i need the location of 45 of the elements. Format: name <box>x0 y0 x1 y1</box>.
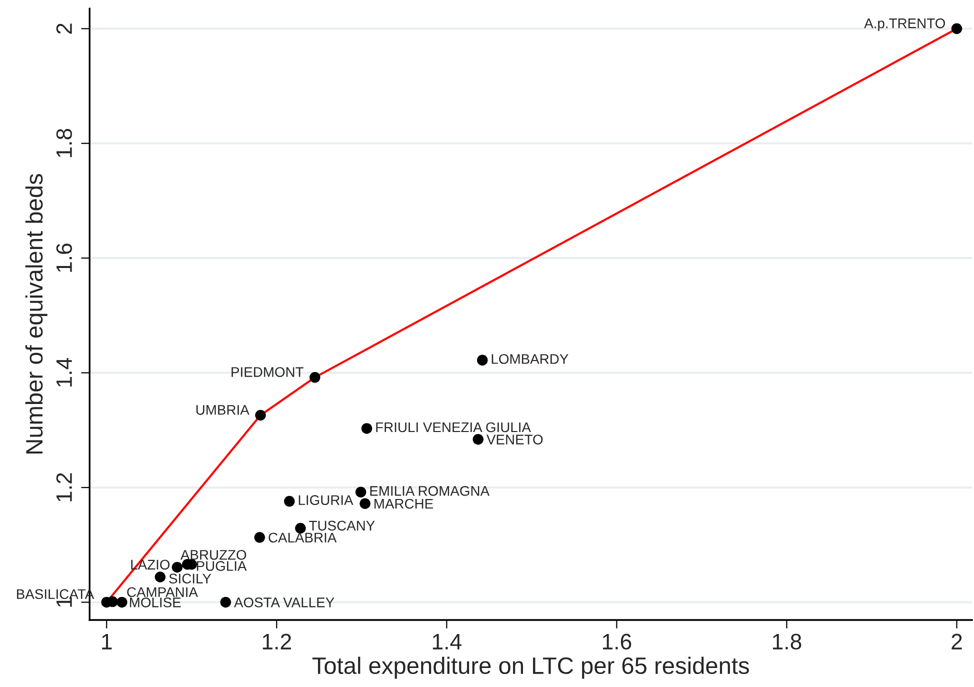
x-tick-label: 1 <box>102 634 112 650</box>
annotation: MARCHE <box>374 498 433 509</box>
annotation: AOSTA VALLEY <box>234 598 334 608</box>
annotation: MOLISE <box>130 598 181 608</box>
y-tick-label: 1.4 <box>56 358 72 387</box>
annotation: FRIULI VENEZIA GIULIA <box>376 422 531 432</box>
x-tick-label: 1.2 <box>262 634 291 650</box>
point <box>284 496 295 507</box>
annotation: TUSCANY <box>309 520 375 531</box>
annotation: PIEDMONT <box>232 367 304 377</box>
y-tick-label: 1.2 <box>56 473 72 502</box>
annotation: A.p.TRENTO <box>864 18 945 31</box>
x-tick-label: 2 <box>952 634 962 650</box>
annotation: CAMPANIA <box>127 587 198 598</box>
y-tick-label: 2 <box>56 24 72 34</box>
annotation: EMILIA ROMAGNA <box>370 486 490 496</box>
annotation: VENETO <box>486 434 543 444</box>
x-axis-title: Total expenditure on LTC per 65 residents <box>312 656 749 679</box>
point <box>360 498 370 509</box>
y-tick-label: 1.6 <box>56 244 72 272</box>
point <box>355 486 366 498</box>
x-tick-label: 1.6 <box>602 634 632 650</box>
y-axis-title: Number of equivalent beds <box>25 174 48 454</box>
annotation: ABRUZZO <box>180 550 246 560</box>
point <box>255 410 266 421</box>
annotation: UMBRIA <box>196 405 250 415</box>
point <box>951 23 962 34</box>
point <box>361 423 372 434</box>
point <box>476 354 488 366</box>
y-tick-label: 1.8 <box>56 128 72 158</box>
point <box>254 532 266 543</box>
x-tick-label: 1.4 <box>432 634 462 650</box>
annotation: LIGURIA <box>298 495 354 506</box>
x-tick-label: 1.8 <box>772 634 802 650</box>
point <box>154 572 166 582</box>
annotation: PUGLIA <box>196 561 247 571</box>
annotation: SICILY <box>169 574 212 584</box>
point <box>310 372 320 383</box>
annotation: CALABRIA <box>268 532 337 543</box>
point <box>472 434 484 445</box>
point <box>220 596 232 608</box>
point <box>172 562 183 573</box>
point <box>116 596 128 608</box>
y-tick-label: 1 <box>56 597 72 607</box>
annotation: LOMBARDY <box>492 354 568 364</box>
